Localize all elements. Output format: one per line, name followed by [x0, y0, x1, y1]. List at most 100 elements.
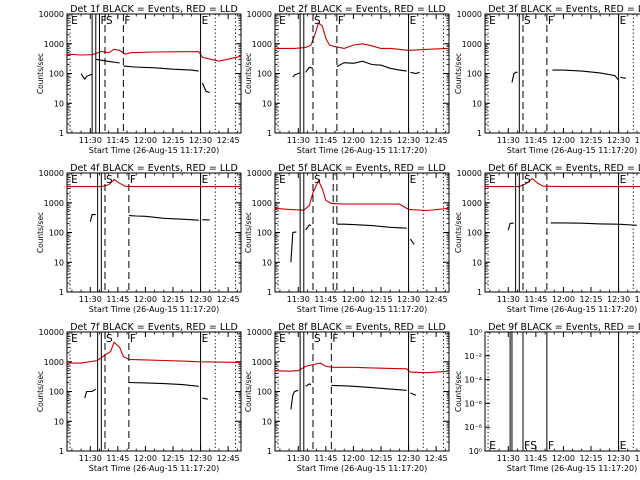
events-series-line [84, 388, 97, 399]
x-tick-label: 11:30 [287, 454, 310, 463]
marker-label: E [489, 15, 496, 27]
y-tick-label: 100 [257, 388, 272, 397]
y-tick-label: 100 [467, 229, 482, 238]
x-tick-label: 12:15 [579, 136, 602, 145]
x-tick-label: 12:30 [607, 295, 630, 304]
y-tick-label: 1000 [44, 40, 64, 49]
x-tick-label: 12:30 [607, 136, 630, 145]
events-series-line [336, 223, 407, 229]
events-series-line [550, 222, 637, 226]
panel-title: Det 2f BLACK = Events, RED = LLD [278, 4, 446, 15]
lld-series-line [66, 178, 241, 188]
y-tick-label: 10000 [457, 10, 482, 19]
marker-label: F [548, 15, 554, 27]
events-series-line [305, 224, 312, 231]
events-series-line [290, 389, 299, 410]
events-series-line [305, 383, 312, 387]
y-tick-label: 1000 [44, 199, 64, 208]
x-tick-label: 12:30 [189, 136, 212, 145]
x-tick-label: 12:15 [161, 454, 184, 463]
y-axis-label: Counts/sec [36, 53, 45, 94]
events-series-line [89, 214, 96, 222]
y-tick-label: 1 [267, 447, 272, 456]
y-tick-label: 10 [54, 417, 64, 426]
marker-label: E [489, 174, 496, 186]
marker-label: E [620, 15, 627, 27]
y-tick-label: 1 [59, 129, 64, 138]
marker-label: S [524, 15, 531, 27]
y-tick-label: 1 [267, 288, 272, 297]
y-tick-label: 100 [49, 70, 64, 79]
y-tick-label: 100 [257, 70, 272, 79]
y-tick-label: 10000 [457, 169, 482, 178]
panel-title: Det 5f BLACK = Events, RED = LLD [278, 163, 446, 174]
x-tick-label: 12:00 [134, 295, 157, 304]
events-series-line [80, 73, 93, 81]
x-axis-label: Start Time (26-Aug-15 11:17:20) [297, 305, 428, 314]
marker-label: F [124, 15, 130, 27]
events-series-line [290, 231, 297, 263]
marker-label: E [279, 15, 286, 27]
x-tick-label: 12:30 [397, 454, 420, 463]
detector-panel-6: Det 6f BLACK = Events, RED = LLD 1 10 100 10… [454, 163, 640, 314]
y-tick-label: 10000 [39, 328, 64, 337]
x-axis-label: Start Time (26-Aug-15 11:17:20) [297, 146, 428, 155]
y-axis-label: Counts/sec [454, 212, 463, 253]
x-tick-label: 11:30 [497, 454, 520, 463]
detector-panel-9: Det 9f BLACK = Events, RED = LLD 10⁰ 10⁻² 1… [454, 322, 640, 473]
events-series-line [292, 72, 301, 78]
lld-series-line [66, 341, 242, 364]
y-tick-label: 10 [54, 258, 64, 267]
x-tick-label: 12:45 [635, 295, 640, 304]
marker-label: E [202, 15, 209, 27]
panel-title: Det 4f BLACK = Events, RED = LLD [70, 163, 238, 174]
marker-label: E [410, 15, 417, 27]
x-tick-label: 11:45 [524, 136, 547, 145]
y-tick-label: 10000 [39, 10, 64, 19]
panel-title: Det 9f BLACK = Events, RED = LLD [488, 322, 640, 333]
marker-label: F [100, 15, 106, 27]
x-tick-label: 12:00 [342, 454, 365, 463]
x-tick-label: 12:30 [189, 454, 212, 463]
marker-label: S [314, 15, 321, 27]
y-tick-label: 10 [262, 258, 272, 267]
y-axis-label: Counts/sec [36, 371, 45, 412]
marker-label: S [314, 333, 321, 345]
x-tick-label: 11:45 [524, 454, 547, 463]
x-tick-label: 12:15 [369, 454, 392, 463]
y-tick-label: 10⁻⁴ [464, 376, 482, 385]
marker-label: S [524, 174, 531, 186]
y-axis-label: Counts/sec [36, 212, 45, 253]
x-tick-label: 11:45 [314, 295, 337, 304]
x-tick-label: 11:30 [79, 136, 102, 145]
events-series-line [123, 65, 199, 72]
marker-label: S [106, 333, 113, 345]
panel-title: Det 6f BLACK = Events, RED = LLD [488, 163, 640, 174]
x-tick-label: 12:45 [217, 136, 240, 145]
marker-label: FS [524, 439, 537, 452]
events-series-line [95, 58, 120, 64]
x-tick-label: 11:30 [497, 295, 520, 304]
events-series-line [305, 66, 314, 73]
y-tick-label: 1 [477, 129, 482, 138]
x-tick-label: 11:30 [79, 295, 102, 304]
x-tick-label: 11:45 [314, 136, 337, 145]
marker-label: F [338, 15, 344, 27]
y-tick-label: 10000 [247, 10, 272, 19]
marker-label: S [106, 174, 113, 186]
x-tick-label: 12:45 [425, 295, 448, 304]
detector-panel-2: Det 2f BLACK = Events, RED = LLD 1 10 100 10… [244, 4, 450, 155]
events-series-line [552, 69, 620, 81]
lld-series-line [274, 362, 450, 374]
panel-title: Det 1f BLACK = Events, RED = LLD [70, 4, 238, 15]
x-tick-label: 11:30 [497, 136, 520, 145]
x-tick-label: 12:45 [217, 295, 240, 304]
x-axis-label: Start Time (26-Aug-15 11:17:20) [89, 305, 220, 314]
x-tick-label: 12:45 [425, 136, 448, 145]
events-series-line [201, 82, 210, 94]
y-tick-label: 1000 [252, 358, 272, 367]
marker-label: E [202, 333, 209, 345]
detector-panel-7: Det 7f BLACK = Events, RED = LLD 1 10 100 10… [36, 322, 242, 473]
lld-series-line [274, 179, 450, 212]
y-tick-label: 100 [257, 229, 272, 238]
